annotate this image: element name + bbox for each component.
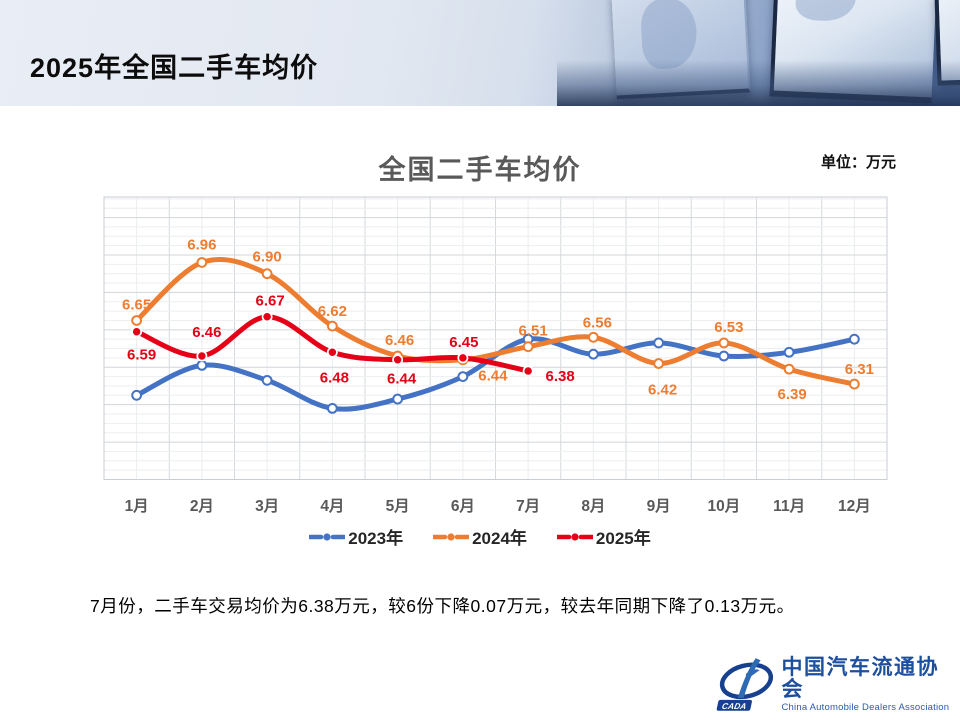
data-point (326, 346, 338, 358)
data-point (848, 378, 860, 390)
logo-name-zh: 中国汽车流通协会 (781, 655, 939, 702)
data-point (522, 341, 534, 353)
legend-label: 2024年 (472, 529, 527, 548)
logo-name-en: China Automobile Dealers Association (781, 702, 950, 714)
data-point (326, 403, 338, 414)
legend-key-icon (556, 532, 593, 541)
data-point (587, 331, 599, 343)
x-axis-label-7月: 7月 (516, 498, 541, 515)
x-axis-label-12月: 12月 (838, 498, 871, 515)
data-label: 6.53 (714, 319, 743, 336)
data-point (783, 346, 795, 358)
data-label: 6.90 (253, 249, 282, 266)
data-point (457, 371, 469, 383)
data-point (392, 354, 404, 366)
data-label: 6.45 (449, 334, 478, 351)
data-label: 6.48 (320, 369, 349, 386)
data-point (457, 352, 469, 364)
legend-item-2025年: 2025年 (556, 524, 651, 549)
data-label: 6.59 (127, 347, 156, 364)
data-point (196, 257, 208, 268)
x-axis-label-5月: 5月 (385, 498, 410, 515)
plot-border (103, 196, 888, 480)
x-axis-label-8月: 8月 (581, 498, 606, 515)
summary-note: 7月份，二手车交易均价为6.38万元，较6份下降0.07万元，较去年同期下降了0… (90, 596, 795, 616)
data-label: 6.38 (546, 368, 575, 385)
chart-legend: 2023年 2024年 2025年 (0, 524, 960, 549)
data-label: 6.65 (122, 296, 151, 313)
data-point (653, 358, 665, 369)
x-axis-label-9月: 9月 (646, 498, 671, 515)
data-point (326, 320, 338, 332)
data-point (261, 311, 273, 323)
data-label: 6.42 (648, 381, 677, 398)
data-label: 6.67 (256, 293, 285, 310)
data-point (196, 359, 208, 371)
x-axis-label-10月: 10月 (707, 498, 741, 515)
data-point (392, 393, 404, 405)
banner-floor-shadow (556, 60, 960, 106)
chart-title: 全国二手车均价 (378, 155, 582, 185)
data-point (131, 326, 143, 338)
data-label: 6.46 (192, 324, 221, 341)
legend-label: 2025年 (595, 529, 651, 548)
data-label: 6.62 (318, 303, 347, 320)
data-label: 6.39 (778, 386, 807, 403)
data-point (848, 333, 860, 345)
data-point (131, 389, 143, 401)
data-point (783, 363, 795, 375)
data-point (522, 365, 534, 377)
x-axis-label-3月: 3月 (255, 498, 280, 515)
data-point (653, 337, 665, 349)
slide-title: 2025年全国二手车均价 (30, 53, 319, 83)
cada-logo: CADA 中国汽车流通协会 China Automobile Dealers A… (716, 656, 960, 714)
legend-key-icon (433, 532, 470, 541)
x-axis-label-4月: 4月 (320, 498, 345, 515)
x-axis-label-11月: 11月 (773, 498, 806, 515)
data-label: 6.51 (519, 323, 548, 340)
data-label: 6.31 (845, 361, 874, 378)
data-point (131, 315, 143, 326)
data-label: 6.96 (187, 236, 216, 253)
unit-label: 单位：万元 (820, 154, 896, 171)
data-label: 6.56 (583, 314, 612, 331)
x-axis-label-1月: 1月 (124, 498, 149, 515)
data-point (587, 348, 599, 360)
legend-item-2023年: 2023年 (309, 524, 403, 549)
data-label: 6.44 (478, 368, 508, 385)
legend-item-2024年: 2024年 (433, 524, 527, 549)
header-banner: 2025年全国二手车均价 (0, 0, 960, 106)
x-axis-label-2月: 2月 (189, 498, 214, 515)
x-axis-label-6月: 6月 (450, 498, 475, 515)
data-point (261, 374, 273, 386)
data-point (718, 350, 730, 362)
cada-logo-icon: CADA (716, 658, 774, 711)
data-point (196, 350, 208, 362)
legend-label: 2023年 (348, 529, 404, 548)
legend-key-icon (309, 532, 346, 541)
data-label: 6.44 (387, 371, 417, 388)
data-point (718, 337, 730, 349)
svg-text:CADA: CADA (721, 701, 747, 711)
data-point (261, 268, 273, 280)
data-label: 6.46 (385, 332, 414, 349)
